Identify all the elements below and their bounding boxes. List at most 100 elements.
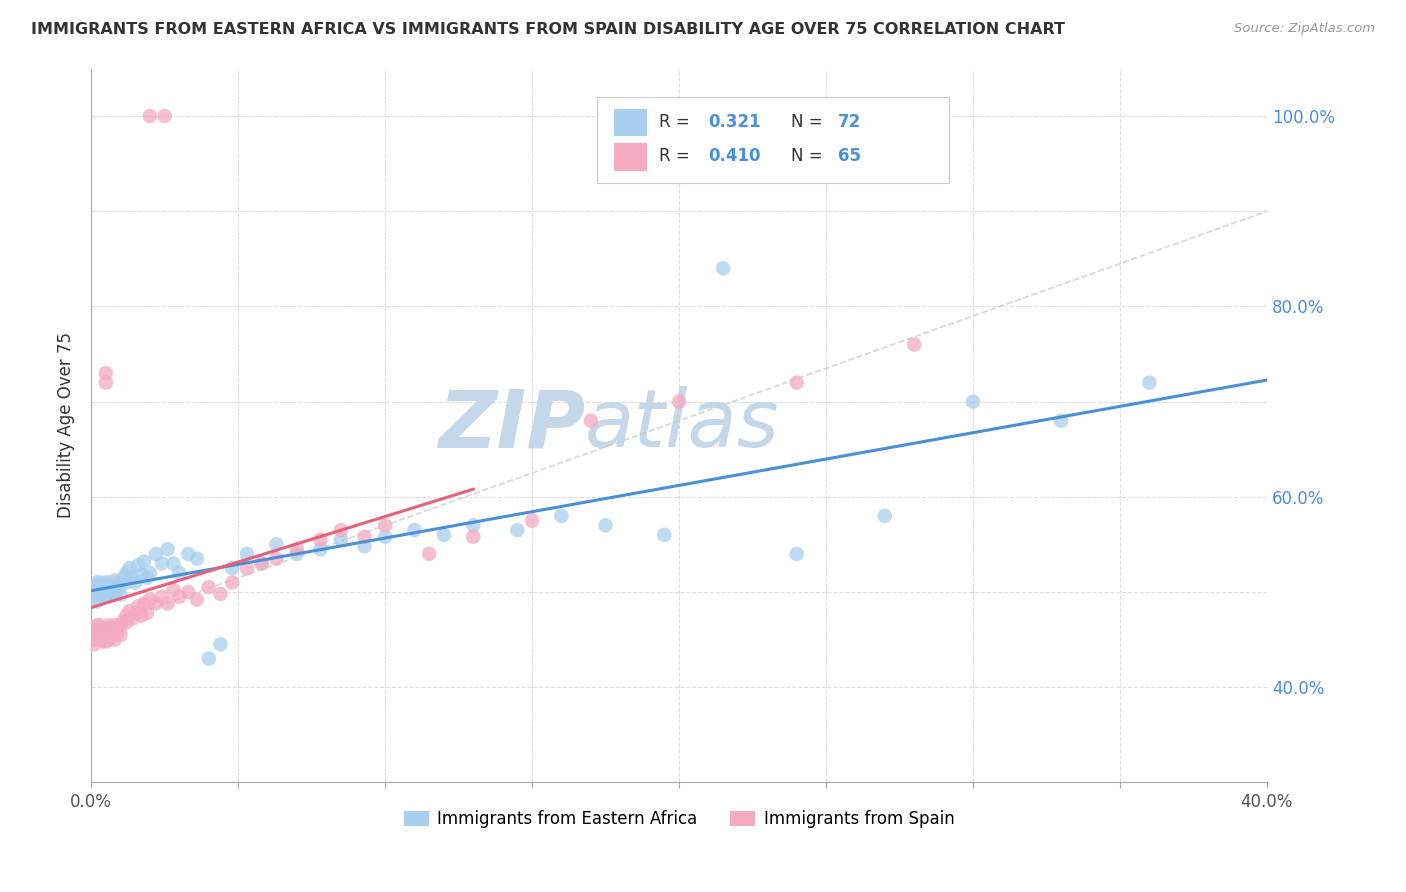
Point <box>209 587 232 601</box>
Point <box>86 585 108 599</box>
Text: 65: 65 <box>838 147 860 165</box>
Point <box>89 628 111 642</box>
Point <box>177 585 200 599</box>
Point <box>145 547 167 561</box>
Point <box>197 580 219 594</box>
Point <box>94 632 117 647</box>
Point <box>104 580 127 594</box>
Point <box>91 634 114 648</box>
Point <box>100 623 122 637</box>
Point <box>520 514 543 528</box>
Point <box>236 561 259 575</box>
Point <box>110 618 132 632</box>
Point <box>374 530 396 544</box>
Point <box>433 528 456 542</box>
Point <box>89 580 111 594</box>
Point <box>97 618 120 632</box>
Point <box>1050 414 1073 428</box>
Point <box>115 615 138 630</box>
Point <box>129 608 152 623</box>
Point <box>404 523 426 537</box>
Point <box>97 632 120 647</box>
Point <box>100 585 122 599</box>
Point <box>330 533 353 547</box>
Point <box>550 508 572 523</box>
Point <box>115 608 138 623</box>
Point <box>962 394 984 409</box>
Point <box>162 583 184 598</box>
Point <box>83 637 105 651</box>
Point <box>94 583 117 598</box>
Point <box>309 542 332 557</box>
Point <box>91 583 114 598</box>
Point <box>83 590 105 604</box>
Point <box>186 551 208 566</box>
Text: atlas: atlas <box>585 386 780 465</box>
Point <box>197 651 219 665</box>
Point <box>104 624 127 639</box>
Point <box>89 623 111 637</box>
Point <box>94 366 117 380</box>
Point <box>169 590 191 604</box>
Point <box>177 547 200 561</box>
Point <box>221 561 243 575</box>
Point <box>595 518 617 533</box>
Point <box>463 518 485 533</box>
Point <box>129 567 152 582</box>
Point <box>83 580 105 594</box>
Point <box>309 533 332 547</box>
Point <box>86 575 108 590</box>
Point <box>139 592 162 607</box>
Point <box>250 557 273 571</box>
Point <box>285 542 308 557</box>
Point <box>107 624 129 639</box>
Point <box>221 575 243 590</box>
Point <box>110 588 132 602</box>
Point <box>89 575 111 590</box>
Point <box>156 596 179 610</box>
Point <box>100 580 122 594</box>
Point <box>97 575 120 590</box>
Point <box>353 530 375 544</box>
Point <box>107 621 129 635</box>
Point <box>209 637 232 651</box>
Point <box>463 530 485 544</box>
Y-axis label: Disability Age Over 75: Disability Age Over 75 <box>58 333 75 518</box>
Point <box>83 632 105 647</box>
Point <box>266 551 288 566</box>
Point <box>86 618 108 632</box>
Point <box>136 571 159 585</box>
Text: N =: N = <box>790 113 828 131</box>
Point <box>156 542 179 557</box>
Point <box>330 523 353 537</box>
Point <box>86 632 108 647</box>
Point <box>250 557 273 571</box>
Text: 0.321: 0.321 <box>709 113 761 131</box>
Point <box>91 590 114 604</box>
Point <box>97 580 120 594</box>
Point <box>1137 376 1160 390</box>
Point <box>97 588 120 602</box>
Point <box>94 376 117 390</box>
Point <box>86 594 108 608</box>
Point <box>94 575 117 590</box>
FancyBboxPatch shape <box>614 109 647 136</box>
Point <box>97 628 120 642</box>
Point <box>169 566 191 580</box>
Point <box>786 376 808 390</box>
Point <box>110 577 132 591</box>
Point <box>89 618 111 632</box>
Point <box>121 612 143 626</box>
Text: 0.410: 0.410 <box>709 147 761 165</box>
Point <box>162 557 184 571</box>
Point <box>121 571 143 585</box>
Point <box>145 596 167 610</box>
Point <box>94 621 117 635</box>
Point <box>107 575 129 590</box>
Point <box>652 528 675 542</box>
Point <box>94 585 117 599</box>
Point <box>139 566 162 580</box>
Point <box>86 628 108 642</box>
Point <box>94 634 117 648</box>
Point <box>91 587 114 601</box>
